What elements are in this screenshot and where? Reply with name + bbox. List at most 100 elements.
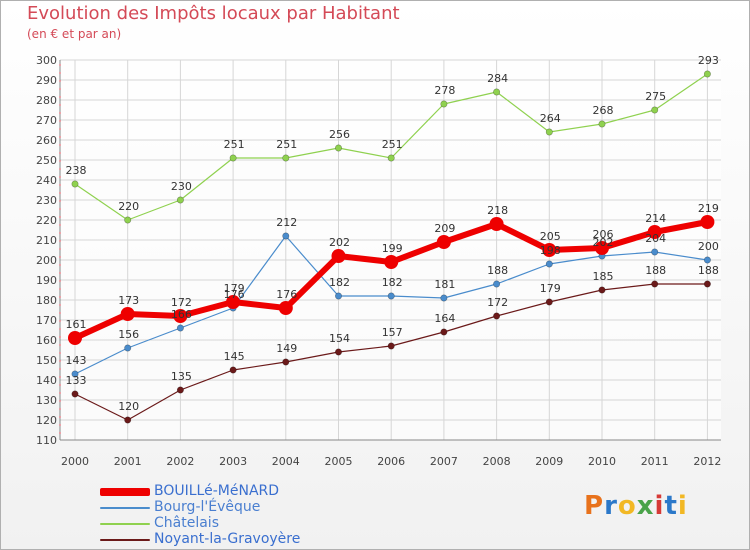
proxiti-logo: Proxiti [584,491,688,521]
data-point [68,331,82,345]
data-point [700,215,715,229]
data-label: 166 [171,308,192,321]
data-point [282,154,290,162]
data-label: 220 [118,200,139,213]
x-tick-label: 2006 [377,455,405,468]
logo-letter: r [604,491,618,521]
data-point [542,243,557,257]
data-point [278,301,293,315]
y-tick-label: 220 [36,214,57,227]
data-label: 185 [593,270,614,283]
data-point [489,217,504,231]
legend-label: Châtelais [154,515,219,531]
data-point [334,144,342,152]
data-label: 238 [66,164,87,177]
x-tick-label: 2004 [272,455,300,468]
data-label: 209 [434,222,455,235]
data-label: 251 [276,138,297,151]
legend-label: BOUILLé-MéNARD [154,483,280,499]
y-tick-label: 240 [36,174,57,187]
data-point [651,248,659,256]
logo-letter: x [636,491,655,521]
data-label: 205 [540,230,561,243]
data-label: 133 [66,374,87,387]
data-label: 188 [645,264,666,277]
data-point [384,255,399,269]
data-point [493,280,501,288]
data-label: 202 [593,236,614,249]
data-point [440,328,448,336]
x-tick-label: 2007 [430,455,458,468]
y-tick-label: 230 [36,194,57,207]
legend-label: Noyant-la-Gravoyère [154,531,301,547]
data-point [334,348,342,356]
data-label: 145 [224,350,245,363]
data-label: 200 [698,240,719,253]
data-label: 204 [645,232,666,245]
y-tick-label: 170 [36,314,57,327]
data-label: 256 [329,128,350,141]
data-label: 264 [540,112,561,125]
data-point [124,216,132,224]
y-tick-label: 290 [36,74,57,87]
data-label: 149 [276,342,297,355]
x-tick-label: 2012 [693,455,721,468]
data-point [545,298,553,306]
data-label: 161 [66,318,87,331]
data-point [436,235,451,249]
data-point [71,180,79,188]
data-label: 214 [645,212,666,225]
data-label: 198 [540,244,561,257]
x-tick-label: 2000 [61,455,89,468]
data-label: 199 [382,242,403,255]
data-label: 156 [118,328,139,341]
data-point [229,366,237,374]
data-point [545,260,553,268]
data-point [703,280,711,288]
x-tick-label: 2010 [588,455,616,468]
data-point [282,358,290,366]
data-point [703,70,711,78]
data-label: 157 [382,326,403,339]
data-point [282,232,290,240]
data-label: 173 [118,294,139,307]
data-point [71,390,79,398]
chart-subtitle: (en € et par an) [27,27,122,41]
x-tick-label: 2008 [483,455,511,468]
data-point [651,280,659,288]
data-point [493,312,501,320]
data-point [334,292,342,300]
data-point [124,416,132,424]
x-tick-label: 2002 [166,455,194,468]
data-point [493,88,501,96]
data-label: 230 [171,180,192,193]
data-point [387,154,395,162]
data-point [229,154,237,162]
data-label: 206 [593,228,614,241]
data-point [703,256,711,264]
data-label: 135 [171,370,192,383]
data-point [598,120,606,128]
x-tick-label: 2011 [641,455,669,468]
y-tick-label: 270 [36,114,57,127]
data-point [120,307,135,321]
y-tick-label: 260 [36,134,57,147]
y-tick-label: 160 [36,334,57,347]
y-tick-label: 140 [36,374,57,387]
data-label: 284 [487,72,508,85]
logo-letter: P [584,491,605,521]
data-point [595,241,609,255]
data-point [647,225,662,239]
data-label: 182 [382,276,403,289]
data-label: 293 [698,54,719,67]
data-label: 218 [487,204,508,217]
data-label: 143 [66,354,87,367]
data-label: 268 [593,104,614,117]
y-tick-label: 280 [36,94,57,107]
chart-title: Evolution des Impôts locaux par Habitant [27,3,400,24]
data-point [176,196,184,204]
data-point [387,292,395,300]
x-tick-label: 2001 [114,455,142,468]
legend-swatch [100,539,150,541]
